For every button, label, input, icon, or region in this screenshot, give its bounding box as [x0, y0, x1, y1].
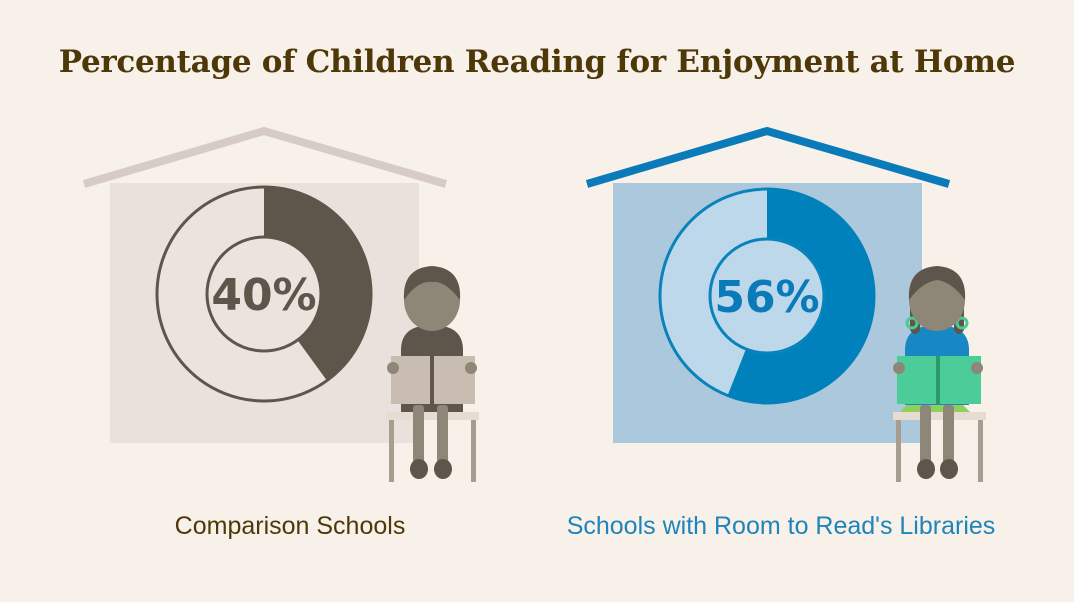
chair-icon-left — [386, 412, 479, 482]
donut-slice-left — [264, 186, 372, 382]
donut-inner-ring-left — [205, 235, 323, 353]
girl-reading-icon — [893, 266, 986, 482]
chart-title: Percentage of Children Reading for Enjoy… — [58, 44, 1016, 80]
donut-value-label-left: 40% — [211, 270, 316, 321]
caption-room-to-read-schools: Schools with Room to Read's Libraries — [566, 512, 996, 540]
donut-chart-left: 40% — [155, 185, 373, 403]
chair-icon-right — [893, 412, 986, 482]
donut-value-label-right: 56% — [714, 272, 819, 323]
caption-comparison-schools: Comparison Schools — [174, 512, 406, 540]
house-roof-right — [585, 126, 951, 188]
book-icon-right — [897, 356, 981, 404]
donut-inner-ring-right — [708, 237, 826, 355]
house-roof-left — [82, 126, 448, 188]
boy-reading-icon — [386, 266, 479, 482]
book-icon-left — [391, 356, 475, 404]
donut-slice-right — [727, 188, 875, 404]
donut-chart-right: 56% — [658, 187, 876, 405]
